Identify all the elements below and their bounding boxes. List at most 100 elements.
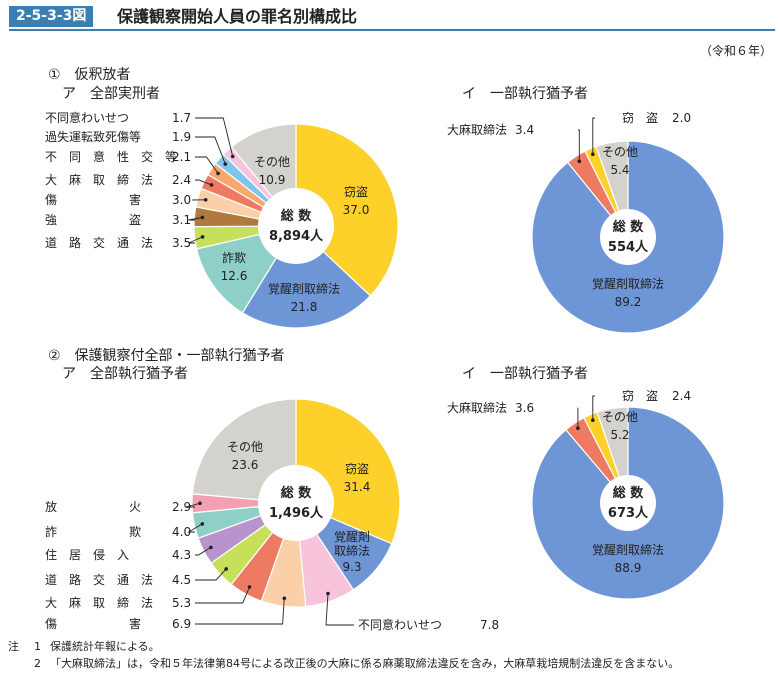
- figure-title: 保護観察開始人員の罪名別構成比: [117, 7, 358, 26]
- p1a-slice-9-label: 不同意わいせつ: [45, 110, 129, 125]
- p1a-center-hole: [258, 188, 334, 264]
- p2a-slice-2-label: 不同意わいせつ: [358, 617, 442, 632]
- figure-header: 2-5-3-3図 保護観察開始人員の罪名別構成比: [9, 5, 775, 31]
- p2a-slice-6-label: 住 居 侵 入: [45, 547, 129, 562]
- note-2-num: 2: [34, 657, 41, 670]
- p2a-slice-5-value: 4.5: [172, 573, 191, 587]
- p1a-slice-4-value: 3.1: [172, 213, 191, 227]
- p2a-slice-5-label: 道 路 交 通 法: [45, 572, 153, 587]
- p2a-slice-7-leader: [186, 523, 203, 533]
- p1a-slice-3-label: 道 路 交 通 法: [45, 235, 153, 250]
- p2a-slice-8-label: 放 火: [45, 499, 141, 514]
- p2b-slice-2-label: 窃 盗: [622, 388, 658, 403]
- p1a-slice-6-label: 大 麻 取 締 法: [45, 172, 153, 187]
- section-2a-title: ア 全部執行猶予者: [62, 366, 188, 382]
- p1a-slice-4-label: 強 盗: [45, 212, 141, 227]
- p1a-slice-6-leader: [195, 179, 212, 186]
- p2a-slice-9-label: その他: [227, 440, 263, 454]
- p1b-slice-2-value: 2.0: [672, 111, 691, 125]
- p2a-slice-7-leader-dot: [200, 522, 205, 526]
- p2b-slice-3-value: 5.2: [610, 428, 629, 442]
- p1a-slice-9-leader-dot: [230, 154, 235, 159]
- p2a-slice-6-leader: [195, 547, 212, 556]
- p2a-slice-2-leader-dot: [326, 591, 330, 596]
- note-1-key: 注: [8, 640, 19, 653]
- note-2-text: 「大麻取締法」は，令和５年法律第84号による改正後の大麻に係る麻薬取締法違反を含…: [50, 657, 680, 670]
- p1a-slice-4-leader: [188, 216, 203, 221]
- p2a-center-hole: [258, 465, 334, 541]
- p1b-slice-1-leader-dot: [577, 159, 582, 164]
- p2a-slice-6-value: 4.3: [172, 548, 191, 562]
- p1a-slice-2-label: 詐欺: [222, 250, 246, 265]
- p2a-slice-4-value: 5.3: [172, 596, 191, 610]
- p1a-slice-8-label: 過失運転致死傷等: [45, 129, 141, 144]
- p1a-slice-3-value: 3.5: [172, 236, 191, 250]
- note-1-text: 保護統計年報による。: [50, 640, 160, 653]
- p1b-slice-0-value: 89.2: [615, 295, 642, 309]
- p2a-slice-8-leader-dot: [198, 501, 202, 506]
- p2b-center-total: 673人: [608, 505, 649, 521]
- p1a-slice-8-leader-dot: [223, 162, 228, 166]
- p2b-center-label: 総 数: [613, 485, 645, 501]
- p1a-center-total: 8,894人: [269, 228, 324, 244]
- p1a-slice---0: [295, 123, 399, 297]
- figure-number: 2-5-3-3図: [9, 6, 94, 27]
- p1a-slice-2-value: 12.6: [221, 269, 248, 283]
- period-label: （令和６年）: [699, 44, 772, 58]
- p1a-slice-5-leader-dot: [203, 198, 208, 202]
- p2a-slice-8-leader: [185, 502, 201, 508]
- p2a-center-total: 1,496人: [269, 505, 324, 521]
- p1a-slice-4-leader-dot: [200, 215, 205, 220]
- p1a-slice-9-leader: [195, 117, 234, 157]
- p1a-slice-8-value: 1.9: [172, 130, 191, 144]
- p2a-slice-3-value: 6.9: [172, 617, 191, 631]
- p2a-slice-1-value: 9.3: [342, 560, 361, 574]
- p1a-slice-7-value: 2.1: [172, 150, 191, 164]
- p1a-slice-7-label: 不 同 意 性 交 等: [45, 149, 177, 164]
- p1a-slice-5-label: 傷 害: [45, 192, 141, 207]
- p1b-slice-3-label: その他: [602, 145, 638, 159]
- p2a-slice-7-value: 4.0: [172, 525, 191, 539]
- p2b-center-hole: [600, 475, 656, 531]
- p1b-slice-1-value: 3.4: [515, 123, 534, 137]
- p2a-slice-2-value: 7.8: [480, 618, 499, 632]
- p2b-slice-1-value: 3.6: [515, 401, 534, 415]
- p2a-slice-3-leader: [195, 598, 285, 625]
- p1b-center-hole: [600, 209, 656, 265]
- section-1-title: ① 仮釈放者: [48, 67, 131, 83]
- p2a-slice-0-value: 31.4: [344, 480, 371, 494]
- p2a-slice-5-leader-dot: [224, 567, 228, 571]
- p1b-slice-2-leader: [592, 117, 595, 155]
- p1a-slice-0-value: 37.0: [343, 203, 370, 217]
- p1a-slice-5-value: 3.0: [172, 193, 191, 207]
- p2a-slice-5-leader: [195, 568, 227, 581]
- p2b-slice-1-leader-dot: [576, 426, 580, 431]
- p1a-slice-10-label: その他: [254, 155, 290, 169]
- p1b-slice-1-leader: [578, 129, 580, 162]
- p2b-slice-3-label: その他: [602, 410, 638, 424]
- p2b-slice-1-label: 大麻取締法: [447, 400, 507, 415]
- section-2-title: ② 保護観察付全部・一部執行猶予者: [48, 348, 285, 364]
- p2a-slice-9-value: 23.6: [232, 458, 259, 472]
- p1a-slice-9-value: 1.7: [172, 111, 191, 125]
- p2b-slice-0-value: 88.9: [615, 561, 642, 575]
- p2a-slice-4-leader: [195, 586, 250, 604]
- section-2b-title: イ 一部執行猶予者: [462, 366, 588, 382]
- section-1a-title: ア 全部実刑者: [62, 86, 160, 102]
- note-1: 注 1 保護統計年報による。: [8, 640, 160, 654]
- p2a-slice-2-leader: [325, 593, 354, 626]
- p1a-slice-1-value: 21.8: [291, 300, 318, 314]
- p2a-slice-7-label: 詐 欺: [45, 524, 141, 539]
- p2b-slice-2-leader-dot: [591, 418, 595, 423]
- p1b-center-total: 554人: [608, 239, 649, 255]
- note-1-num: 1: [34, 640, 41, 653]
- p2a-slice-4-leader-dot: [247, 585, 252, 589]
- p1a-slice-7-leader: [195, 156, 219, 174]
- p2b-slice-0-label: 覚醒剤取締法: [592, 542, 664, 557]
- p1a-slice-6-leader-dot: [209, 183, 214, 187]
- p1a-slice-0-label: 窃盗: [344, 184, 368, 199]
- section-1b-title: イ 一部執行猶予者: [462, 86, 588, 102]
- p2a-slice-3-leader-dot: [282, 596, 287, 601]
- p1a-slice-1-label: 覚醒剤取締法: [268, 281, 340, 296]
